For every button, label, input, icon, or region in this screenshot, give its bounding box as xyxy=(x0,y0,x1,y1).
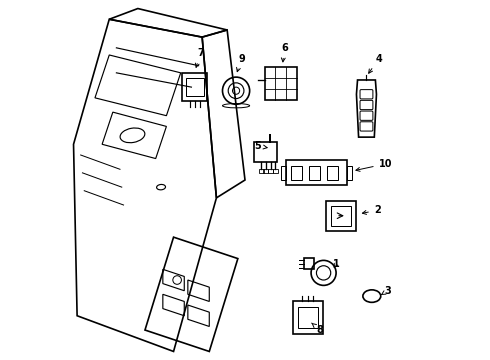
Text: 5: 5 xyxy=(254,141,267,151)
Text: 8: 8 xyxy=(312,323,323,335)
Text: 6: 6 xyxy=(281,43,288,62)
Text: 2: 2 xyxy=(363,205,381,215)
Text: 1: 1 xyxy=(333,259,340,269)
Text: 9: 9 xyxy=(237,54,245,72)
Text: 10: 10 xyxy=(356,159,392,171)
Text: 4: 4 xyxy=(368,54,382,73)
Text: 3: 3 xyxy=(382,286,391,296)
Text: 7: 7 xyxy=(196,48,204,67)
